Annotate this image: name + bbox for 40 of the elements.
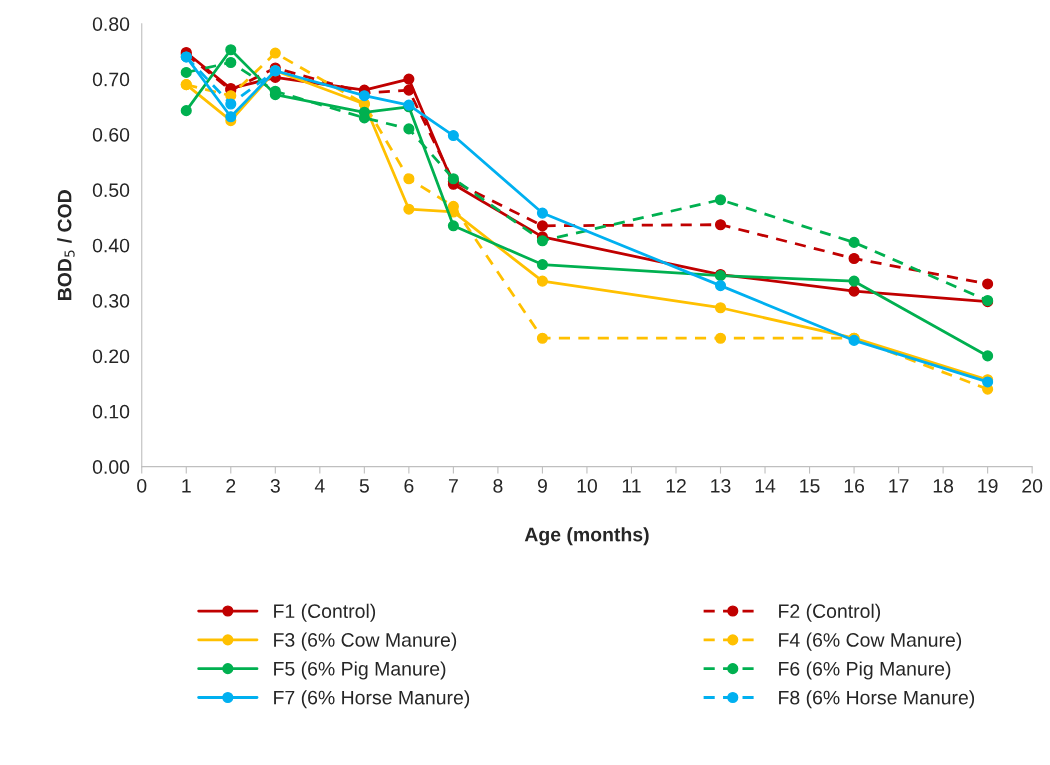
y-tick-label: 0.60 — [92, 127, 130, 142]
y-tick-label: 0.50 — [92, 183, 130, 198]
y-tick-label: 0.40 — [92, 238, 130, 253]
x-tick-label: 14 — [755, 479, 776, 493]
x-tick-label: 10 — [577, 478, 597, 493]
y-tick-label: 0.10 — [92, 404, 130, 419]
legend-label: F2 (Control) — [779, 603, 881, 622]
y-tick-label: 0.70 — [92, 72, 130, 87]
y-tick-label: 0.20 — [92, 349, 130, 364]
legend-label: F1 (Control) — [274, 603, 376, 622]
x-tick-label: 15 — [800, 479, 820, 493]
legend-label: F8 (6% Horse Manure) — [779, 690, 975, 709]
x-tick-label: 19 — [978, 478, 998, 493]
x-tick-label: 12 — [666, 478, 686, 493]
x-tick-label: 8 — [493, 478, 503, 493]
x-tick-label: 1 — [182, 479, 191, 493]
x-tick-label: 7 — [448, 479, 458, 493]
x-tick-label: 9 — [537, 478, 547, 493]
x-axis-title: Age (months) — [524, 527, 649, 546]
x-tick-label: 3 — [270, 478, 280, 493]
x-tick-label: 11 — [622, 479, 641, 493]
y-tick-label: 0.00 — [92, 460, 130, 474]
x-tick-label: 0 — [137, 478, 147, 493]
legend-label: F5 (6% Pig Manure) — [274, 661, 446, 680]
x-tick-label: 2 — [226, 478, 236, 493]
x-tick-label: 18 — [933, 478, 954, 493]
x-tick-label: 17 — [889, 479, 909, 493]
x-tick-label: 13 — [711, 478, 731, 493]
x-tick-label: 20 — [1022, 478, 1043, 493]
x-tick-label: 4 — [314, 479, 325, 493]
legend-label: F6 (6% Pig Manure) — [779, 661, 951, 680]
y-tick-label: 0.30 — [92, 294, 130, 308]
x-tick-label: 16 — [844, 478, 865, 493]
legend-label: F7 (6% Horse Manure) — [274, 690, 470, 709]
x-tick-label: 6 — [404, 478, 414, 493]
legend-label: F4 (6% Cow Manure) — [779, 632, 962, 651]
y-tick-label: 0.80 — [92, 17, 130, 31]
y-axis-title: BOD$_{5}$ / COD — [57, 190, 75, 300]
x-tick-label: 5 — [359, 479, 369, 493]
legend-label: F3 (6% Cow Manure) — [274, 632, 457, 651]
